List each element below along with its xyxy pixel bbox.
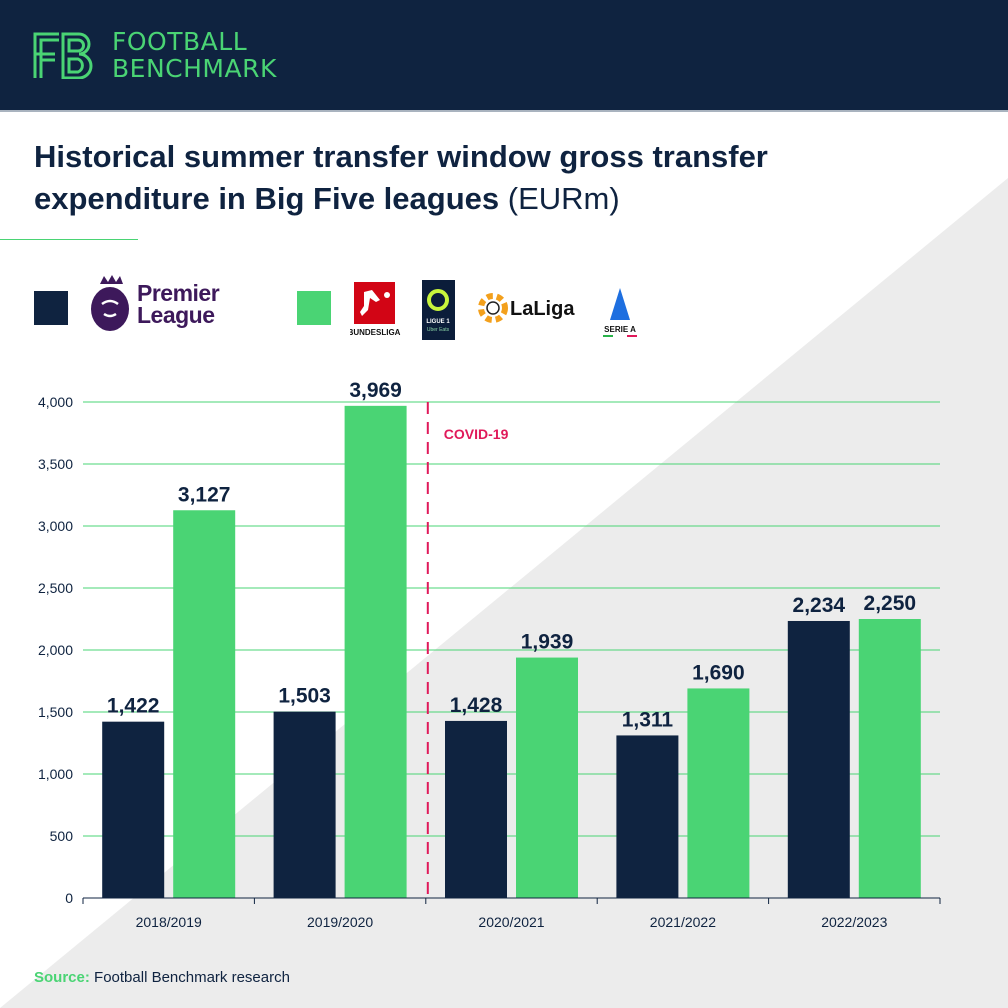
premier-league-lion-icon <box>91 275 129 331</box>
source-note: Source: Football Benchmark research <box>34 969 290 986</box>
svg-text:LIGUE 1: LIGUE 1 <box>426 319 450 325</box>
y-tick-label: 4,000 <box>38 394 73 410</box>
bar <box>516 657 578 898</box>
serie-a-logo-icon: SERIE A <box>603 288 637 337</box>
header: FOOTBALL BENCHMARK <box>0 0 1008 112</box>
svg-text:Uber Eats: Uber Eats <box>427 327 450 333</box>
data-label: 1,503 <box>278 685 331 708</box>
y-tick-label: 2,500 <box>38 580 73 596</box>
bar <box>687 688 750 898</box>
brand-name: FOOTBALL BENCHMARK <box>112 28 277 82</box>
data-label: 2,234 <box>793 594 846 617</box>
data-label: 3,969 <box>349 379 402 402</box>
y-tick-label: 1,500 <box>38 704 73 720</box>
data-label: 1,690 <box>692 661 745 684</box>
legend-premier-league: Premier League <box>137 280 220 328</box>
x-tick-label: 2022/2023 <box>821 914 887 930</box>
bar <box>858 619 921 898</box>
brand-line2: BENCHMARK <box>112 54 277 83</box>
y-tick-label: 3,000 <box>38 518 73 534</box>
bar <box>445 720 507 898</box>
brand-line1: FOOTBALL <box>112 27 248 56</box>
svg-text:BUNDESLIGA: BUNDESLIGA <box>350 328 401 337</box>
legend-swatch-other-leagues <box>297 291 331 325</box>
y-tick-label: 500 <box>50 828 74 844</box>
data-label: 1,939 <box>521 631 574 654</box>
source-label: Source: <box>34 969 90 986</box>
ligue1-logo-icon: LIGUE 1 Uber Eats <box>422 280 455 340</box>
title-divider <box>0 239 138 240</box>
laliga-logo-icon: LaLiga <box>478 293 575 323</box>
data-label: 1,422 <box>107 695 160 718</box>
y-tick-label: 3,500 <box>38 456 73 472</box>
bar <box>344 405 407 898</box>
x-tick-label: 2021/2022 <box>650 914 716 930</box>
data-label: 3,127 <box>178 483 231 506</box>
bar <box>787 620 850 898</box>
title-unit: (EURm) <box>507 181 620 216</box>
bar <box>102 721 165 898</box>
title-main: Historical summer transfer window gross … <box>34 139 768 216</box>
chart-title: Historical summer transfer window gross … <box>34 136 934 220</box>
x-tick-label: 2020/2021 <box>478 914 544 930</box>
league-logos: BUNDESLIGA LIGUE 1 Uber Eats LaLiga SERI… <box>350 280 637 340</box>
data-label: 1,311 <box>622 708 674 731</box>
svg-text:LaLiga: LaLiga <box>510 298 575 320</box>
x-tick-label: 2018/2019 <box>136 914 202 930</box>
bar <box>273 711 336 898</box>
fb-logo-icon <box>33 32 93 79</box>
bar <box>173 510 236 898</box>
y-tick-label: 0 <box>65 890 73 906</box>
covid-annotation: COVID-19 <box>444 426 509 442</box>
data-label: 2,250 <box>864 592 917 615</box>
source-text: Football Benchmark research <box>94 969 290 986</box>
bundesliga-logo-icon: BUNDESLIGA <box>350 282 401 337</box>
y-tick-label: 2,000 <box>38 642 73 658</box>
x-tick-label: 2019/2020 <box>307 914 373 930</box>
svg-text:SERIE A: SERIE A <box>604 325 636 334</box>
bar <box>616 735 679 898</box>
y-tick-label: 1,000 <box>38 766 73 782</box>
legend-swatch-premier-league <box>34 291 68 325</box>
data-label: 1,428 <box>450 694 503 717</box>
